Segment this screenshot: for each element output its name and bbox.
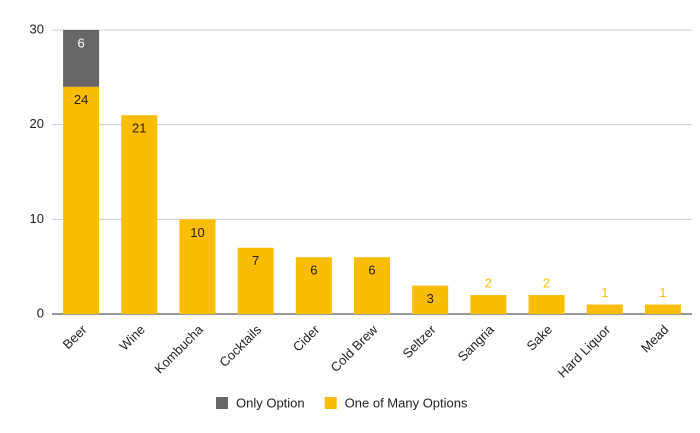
data-label: 6: [77, 35, 84, 50]
x-tick-label: Sake: [524, 322, 556, 354]
bar: [470, 295, 507, 314]
bar: [63, 86, 100, 314]
bar: [295, 257, 332, 314]
bar: [237, 247, 274, 314]
data-label: 24: [74, 92, 88, 107]
x-tick-label: Cocktails: [216, 322, 264, 370]
data-label: 7: [252, 253, 259, 268]
x-tick-label: Hard Liquor: [555, 321, 614, 380]
legend-label: Only Option: [236, 395, 305, 410]
bar: [528, 295, 565, 314]
y-tick-label: 10: [30, 211, 44, 226]
y-tick-label: 30: [30, 21, 44, 36]
data-label: 1: [659, 285, 666, 300]
bar: [586, 304, 623, 314]
x-tick-label: Sangria: [455, 321, 498, 364]
x-tick-label: Mead: [638, 322, 672, 356]
x-tick-label: Kombucha: [151, 321, 206, 376]
data-label: 1: [601, 285, 608, 300]
bar: [644, 304, 681, 314]
bar: [179, 219, 216, 314]
legend-swatch: [324, 397, 337, 409]
data-label: 2: [485, 276, 492, 291]
data-label: 3: [427, 291, 434, 306]
data-label: 21: [132, 121, 146, 136]
data-label: 2: [543, 276, 550, 291]
bar: [354, 257, 390, 314]
bar: [412, 285, 449, 314]
x-tick-label: Seltzer: [400, 321, 440, 361]
bar: [63, 30, 100, 87]
x-tick-label: Beer: [60, 321, 90, 351]
legend-swatch: [216, 397, 228, 409]
data-label: 10: [190, 225, 204, 240]
legend-label: One of Many Options: [345, 395, 468, 410]
y-tick-label: 20: [30, 116, 44, 131]
x-tick-label: Wine: [116, 322, 148, 354]
y-tick-label: 0: [37, 305, 44, 320]
bar: [121, 115, 158, 314]
x-tick-label: Cider: [290, 321, 323, 354]
data-label: 6: [368, 263, 375, 278]
x-tick-label: Cold Brew: [328, 322, 381, 375]
data-label: 6: [310, 263, 317, 278]
